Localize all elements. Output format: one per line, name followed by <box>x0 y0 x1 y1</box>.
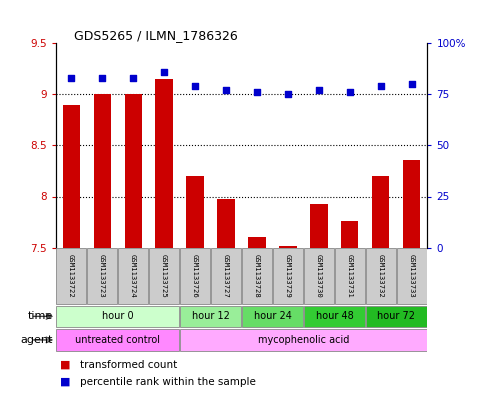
FancyBboxPatch shape <box>273 248 303 304</box>
Text: GSM1133727: GSM1133727 <box>223 254 229 298</box>
Bar <box>280 246 297 248</box>
Point <box>253 89 261 95</box>
FancyBboxPatch shape <box>366 305 427 327</box>
FancyBboxPatch shape <box>149 248 179 304</box>
Point <box>129 75 137 81</box>
Text: GSM1133729: GSM1133729 <box>285 254 291 298</box>
Text: GSM1133731: GSM1133731 <box>347 254 353 298</box>
FancyBboxPatch shape <box>304 305 365 327</box>
Text: GSM1133732: GSM1133732 <box>378 254 384 298</box>
Text: time: time <box>28 311 53 321</box>
Text: hour 72: hour 72 <box>377 311 415 321</box>
Point <box>67 75 75 81</box>
Text: GSM1133722: GSM1133722 <box>68 254 74 298</box>
Bar <box>156 79 172 248</box>
Bar <box>403 160 421 248</box>
FancyBboxPatch shape <box>180 329 427 351</box>
Bar <box>311 204 327 248</box>
Text: GSM1133733: GSM1133733 <box>409 254 415 298</box>
FancyBboxPatch shape <box>87 248 117 304</box>
FancyBboxPatch shape <box>56 305 179 327</box>
Point <box>191 83 199 89</box>
FancyBboxPatch shape <box>366 248 396 304</box>
FancyBboxPatch shape <box>56 329 179 351</box>
FancyBboxPatch shape <box>180 248 210 304</box>
FancyBboxPatch shape <box>242 305 303 327</box>
Bar <box>248 237 266 248</box>
Text: mycophenolic acid: mycophenolic acid <box>258 335 349 345</box>
Bar <box>372 176 389 248</box>
Text: GSM1133728: GSM1133728 <box>254 254 260 298</box>
Text: transformed count: transformed count <box>80 360 177 370</box>
Bar <box>125 94 142 248</box>
Text: GSM1133730: GSM1133730 <box>316 254 322 298</box>
Point <box>315 87 323 94</box>
Bar <box>186 176 203 248</box>
Text: hour 12: hour 12 <box>192 311 229 321</box>
Text: percentile rank within the sample: percentile rank within the sample <box>80 376 256 387</box>
FancyBboxPatch shape <box>118 248 148 304</box>
Text: GSM1133725: GSM1133725 <box>161 254 167 298</box>
FancyBboxPatch shape <box>56 248 86 304</box>
FancyBboxPatch shape <box>304 248 334 304</box>
Text: hour 24: hour 24 <box>254 311 291 321</box>
Text: ■: ■ <box>60 360 71 370</box>
Point <box>346 89 354 95</box>
Text: untreated control: untreated control <box>75 335 160 345</box>
Point <box>222 87 230 94</box>
Point <box>408 81 416 87</box>
Text: agent: agent <box>21 335 53 345</box>
FancyBboxPatch shape <box>335 248 365 304</box>
FancyBboxPatch shape <box>180 305 241 327</box>
FancyBboxPatch shape <box>397 248 427 304</box>
Text: GDS5265 / ILMN_1786326: GDS5265 / ILMN_1786326 <box>74 29 238 42</box>
FancyBboxPatch shape <box>211 248 241 304</box>
Text: hour 48: hour 48 <box>315 311 354 321</box>
Text: GSM1133726: GSM1133726 <box>192 254 198 298</box>
Point <box>160 69 168 75</box>
Bar <box>62 105 80 248</box>
Text: hour 0: hour 0 <box>102 311 133 321</box>
FancyBboxPatch shape <box>242 248 272 304</box>
Text: ■: ■ <box>60 376 71 387</box>
Text: GSM1133723: GSM1133723 <box>99 254 105 298</box>
Point <box>377 83 385 89</box>
Text: GSM1133724: GSM1133724 <box>130 254 136 298</box>
Bar <box>217 198 235 248</box>
Bar <box>94 94 111 248</box>
Bar <box>341 221 358 248</box>
Point <box>284 91 292 97</box>
Point <box>98 75 106 81</box>
